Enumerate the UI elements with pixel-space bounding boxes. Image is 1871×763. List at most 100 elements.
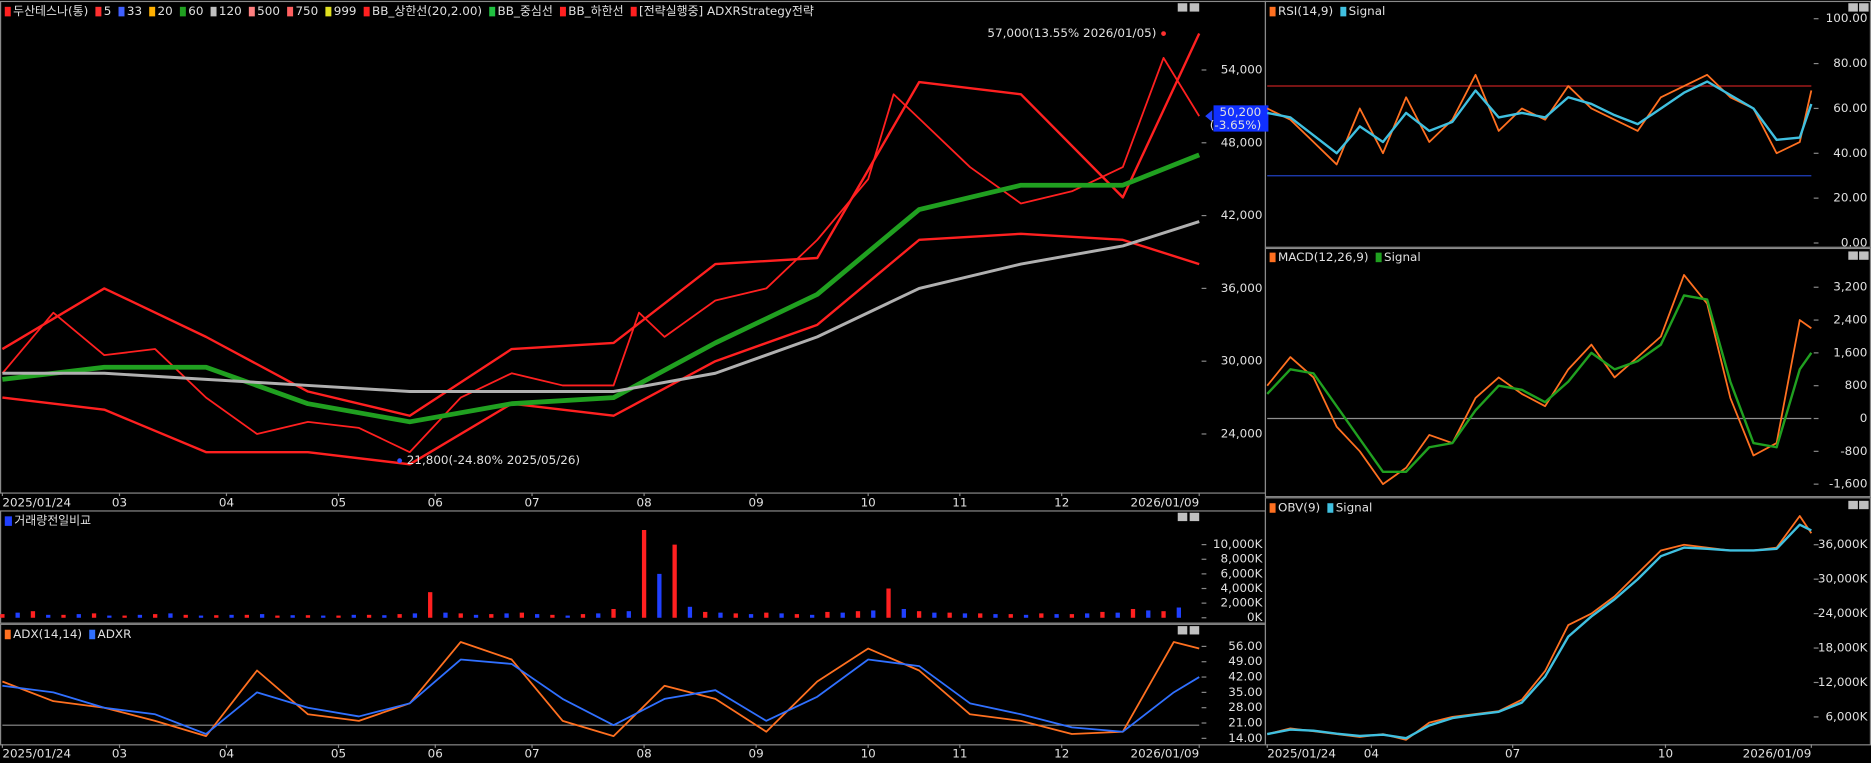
y-tick-label: 42.00: [1228, 670, 1262, 684]
volume-bar: [657, 573, 662, 618]
volume-bar: [275, 615, 280, 618]
volume-bar: [1115, 612, 1120, 618]
volume-bar: [641, 530, 647, 618]
minimize-button[interactable]: [1177, 626, 1188, 635]
series-line: [2, 641, 1200, 738]
legend-swatch: [4, 6, 11, 17]
y-tick-label: 35.00: [1228, 685, 1262, 699]
x-tick-label: 10: [1658, 746, 1673, 760]
y-tick-label: 36,000K: [1818, 537, 1869, 551]
legend-swatch: [1340, 6, 1347, 17]
y-tick-label: 49.00: [1228, 654, 1262, 668]
x-tick-label: 2026/01/09: [1743, 746, 1812, 760]
legend-swatch: [489, 6, 496, 17]
y-tick-label: -1,600: [1829, 477, 1867, 491]
minimize-button[interactable]: [1177, 512, 1188, 522]
legend-label: BB_중심선: [498, 4, 553, 18]
close-button[interactable]: [1859, 500, 1869, 510]
legend-swatch: [118, 6, 125, 17]
y-tick-label: 2,400: [1833, 313, 1867, 327]
volume-bar: [214, 615, 219, 618]
annotation: 21,800(-24.80% 2025/05/26): [407, 453, 580, 467]
volume-bar: [382, 615, 387, 618]
volume-bar: [305, 615, 311, 618]
minimize-button[interactable]: [1177, 3, 1188, 12]
series-line: [2, 232, 1200, 466]
volume-bar: [122, 615, 127, 618]
minimize-button[interactable]: [1848, 500, 1858, 510]
volume-bar: [0, 614, 5, 618]
x-tick-label: 2026/01/09: [1130, 746, 1199, 760]
legend-label: 120: [219, 4, 242, 18]
price-tag-label: (-3.65%): [1210, 118, 1261, 132]
volume-bar: [947, 612, 952, 618]
x-tick-label: 11: [952, 496, 967, 510]
volume-bar: [993, 614, 998, 618]
y-tick-label: 48,000: [1221, 135, 1263, 149]
close-button[interactable]: [1189, 626, 1200, 635]
volume-bar: [840, 612, 845, 618]
volume-bar: [825, 611, 830, 618]
y-tick-label: 21.00: [1228, 716, 1262, 730]
volume-bar: [565, 615, 570, 618]
volume-bar: [428, 592, 433, 618]
volume-bar: [1069, 614, 1075, 618]
y-tick-label: 24,000: [1221, 426, 1263, 440]
volume-bar: [1008, 614, 1013, 618]
legend-swatch: [325, 6, 332, 17]
x-tick-label: 05: [331, 746, 346, 760]
y-tick-label: 40.00: [1833, 146, 1867, 160]
y-tick-label: 80.00: [1833, 56, 1867, 70]
volume-bar: [703, 611, 708, 618]
y-tick-label: 100.00: [1826, 11, 1868, 25]
close-button[interactable]: [1189, 3, 1200, 12]
panel-title: 거래량전일비교: [14, 514, 91, 528]
y-tick-label: 12,000K: [1818, 675, 1869, 689]
legend-label: 20: [158, 4, 173, 18]
macd-panel: [1264, 247, 1871, 498]
volume-bar: [458, 613, 463, 618]
legend-label: [전략실행중] ADXRStrategy전략: [639, 4, 814, 18]
legend-label: Signal: [1349, 4, 1386, 18]
volume-bar: [962, 613, 968, 618]
volume-bar: [611, 608, 616, 618]
y-tick-label: 0: [1860, 411, 1868, 425]
volume-bar: [229, 614, 234, 618]
minimize-button[interactable]: [1848, 251, 1858, 260]
x-tick-label: 09: [749, 496, 764, 510]
volume-bar: [886, 588, 891, 618]
volume-bar: [321, 615, 326, 618]
volume-bar: [504, 613, 509, 618]
volume-bar: [1130, 608, 1136, 618]
volume-bar: [733, 613, 738, 618]
legend-swatch: [210, 6, 217, 17]
volume-bar: [473, 614, 479, 618]
close-button[interactable]: [1189, 512, 1200, 522]
legend-swatch: [1375, 252, 1382, 263]
volume-bar: [596, 613, 601, 618]
annotation-point: [397, 458, 403, 464]
y-tick-label: 1,600: [1833, 345, 1867, 359]
minimize-button[interactable]: [1848, 3, 1858, 12]
volume-bar: [61, 614, 66, 618]
legend-swatch: [149, 6, 156, 17]
close-button[interactable]: [1859, 251, 1869, 260]
volume-bar: [901, 608, 906, 618]
volume-bar: [351, 614, 356, 618]
legend-label: 750: [295, 4, 318, 18]
volume-bar: [244, 614, 249, 618]
price-tag-label: 50,200: [1220, 105, 1262, 119]
legend-swatch: [89, 629, 96, 640]
series-line: [1, 33, 1201, 417]
volume-bar: [489, 614, 494, 618]
y-tick-label: 4,000K: [1220, 581, 1263, 595]
x-tick-label: 12: [1054, 746, 1069, 760]
volume-bar: [1146, 610, 1151, 618]
legend-label: 500: [257, 4, 280, 18]
legend-swatch: [1269, 252, 1276, 263]
y-tick-label: 28.00: [1228, 700, 1262, 714]
legend-swatch: [287, 6, 294, 17]
close-button[interactable]: [1859, 3, 1869, 12]
